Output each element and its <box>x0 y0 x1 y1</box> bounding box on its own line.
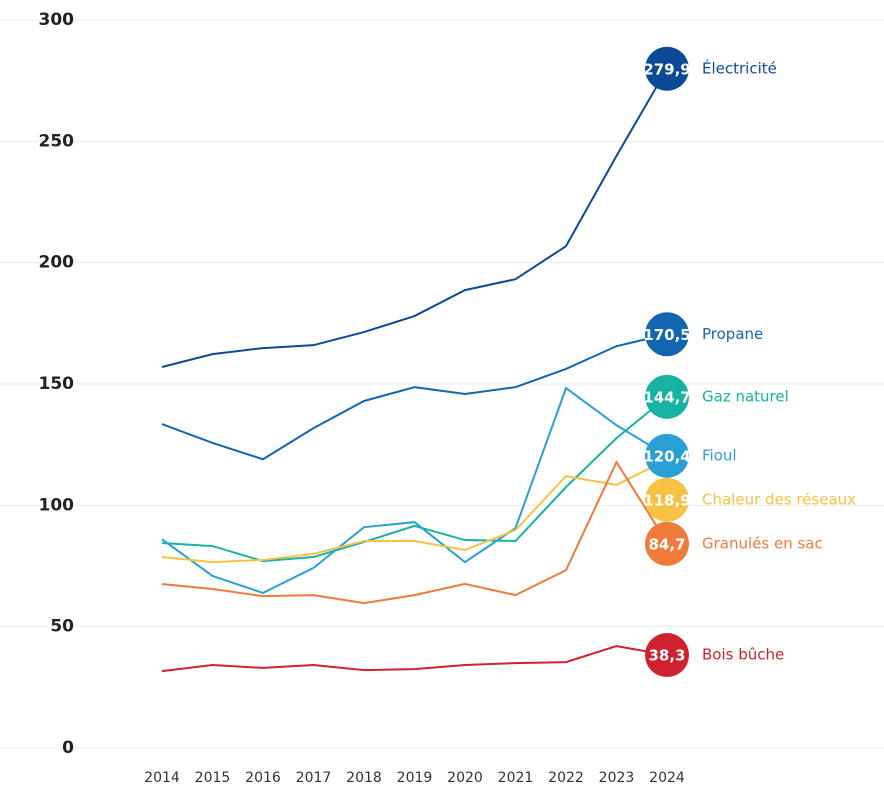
series-name: Propane <box>702 325 763 343</box>
value-label: 120,4 <box>643 447 690 465</box>
series-line <box>161 396 668 563</box>
value-label: 84,7 <box>648 535 685 553</box>
series-line <box>161 460 668 605</box>
series-line <box>161 458 668 564</box>
y-tick-label: 200 <box>39 253 75 273</box>
x-tick-label: 2024 <box>649 770 685 786</box>
y-tick-label: 50 <box>50 617 74 637</box>
x-tick-label: 2015 <box>195 770 231 786</box>
end-marker <box>645 433 689 478</box>
value-label: 38,3 <box>648 647 685 665</box>
x-tick-label: 2017 <box>296 770 332 786</box>
end-marker <box>645 46 689 91</box>
x-tick-label: 2023 <box>599 770 635 786</box>
series-line <box>161 68 668 368</box>
series-name: Électricité <box>702 58 777 77</box>
end-marker <box>645 312 689 357</box>
end-marker <box>645 633 689 678</box>
value-label: 170,5 <box>643 326 690 344</box>
value-label: 279,9 <box>643 60 690 78</box>
x-tick-label: 2020 <box>447 770 483 786</box>
y-tick-label: 100 <box>39 495 75 515</box>
series-name: Bois bûche <box>702 646 784 664</box>
x-tick-label: 2014 <box>144 770 180 786</box>
end-marker <box>645 374 689 419</box>
series-name: Chaleur des réseaux <box>702 490 856 508</box>
end-marker <box>645 521 689 566</box>
value-label: 118,9 <box>643 491 690 509</box>
x-tick-label: 2018 <box>346 770 382 786</box>
value-label: 144,7 <box>643 388 690 406</box>
y-tick-label: 300 <box>39 10 75 30</box>
y-tick-label: 150 <box>39 374 75 394</box>
x-tick-label: 2021 <box>498 770 534 786</box>
series-name: Gaz naturel <box>702 387 789 405</box>
end-marker <box>645 477 689 522</box>
series-name: Granulés en sac <box>702 534 823 552</box>
series-line <box>161 386 668 595</box>
series-name: Fioul <box>702 446 737 464</box>
x-tick-label: 2019 <box>397 770 433 786</box>
x-tick-label: 2022 <box>548 770 584 786</box>
y-tick-label: 250 <box>39 131 75 151</box>
y-tick-label: 0 <box>62 738 74 758</box>
x-tick-label: 2016 <box>245 770 281 786</box>
series-line <box>161 333 668 461</box>
series-line <box>161 645 668 673</box>
